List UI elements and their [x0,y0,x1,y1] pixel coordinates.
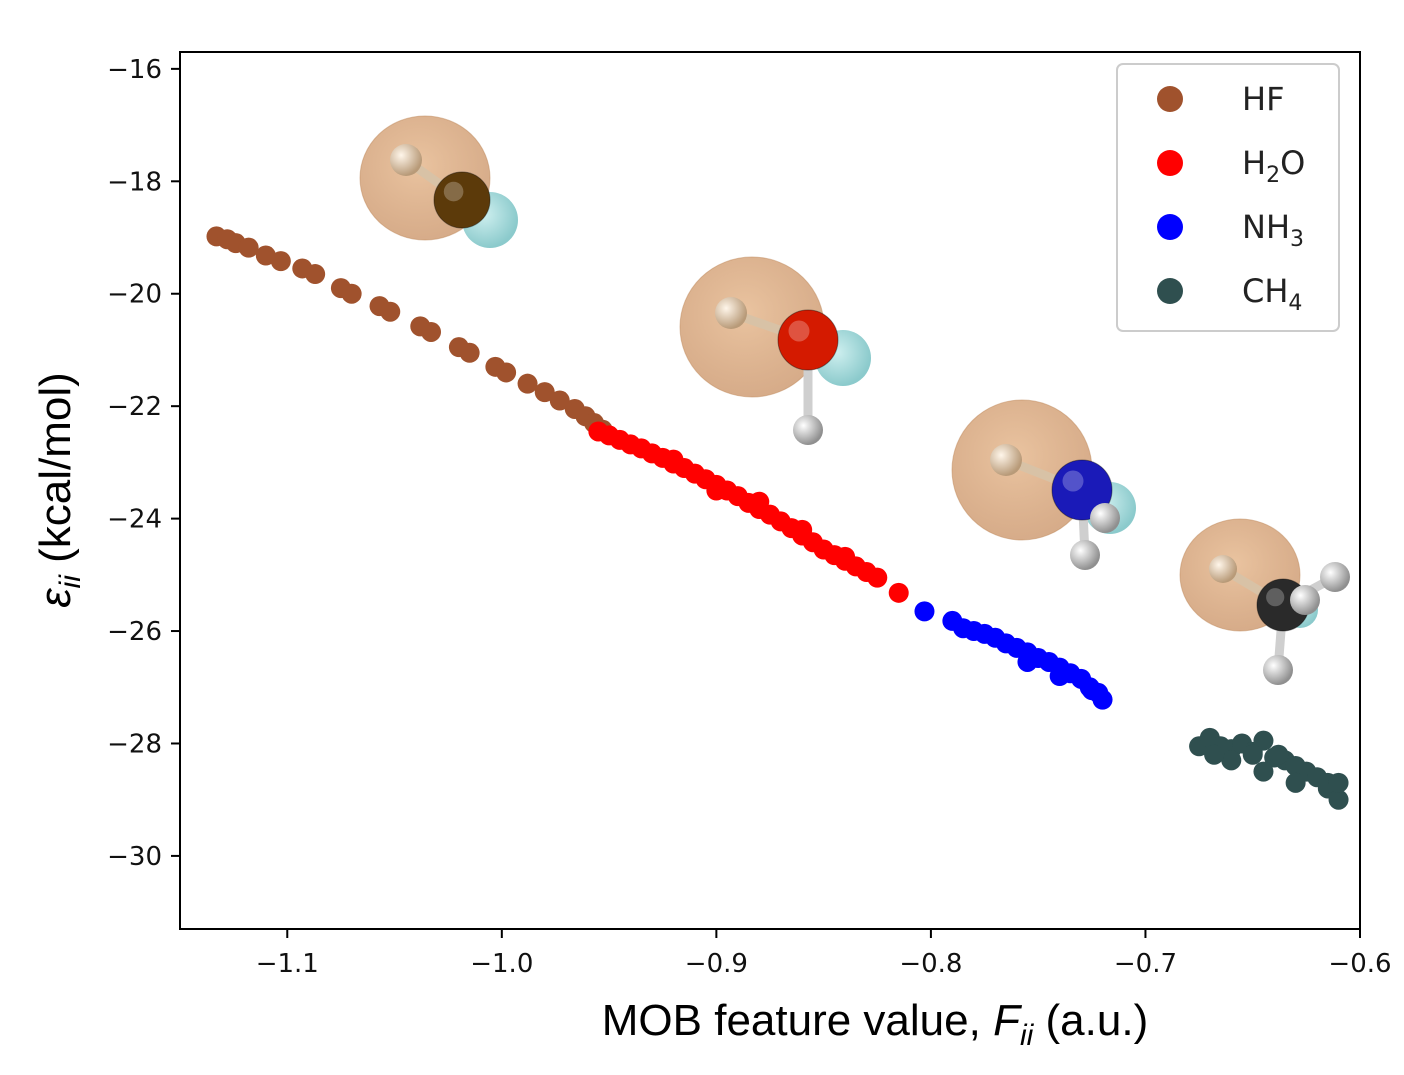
h2o-molecule-illustration [679,256,871,445]
legend-label: NH3 [1242,208,1304,252]
atom-highlight [788,320,810,342]
hydrogen-atom [793,415,823,445]
data-point [1242,744,1263,765]
data-point [663,449,684,470]
data-point [305,264,326,285]
y-tick-label: −20 [107,280,162,310]
legend-marker [1157,214,1183,240]
data-point [1285,772,1306,793]
series-ch4 [1189,727,1349,810]
x-tick-label: −1.1 [256,949,319,979]
hf-molecule-illustration [359,115,518,248]
atom-highlight [1062,470,1084,492]
hydrogen-atom [1209,555,1237,583]
hydrogen-atom [1263,655,1293,685]
data-point [749,491,770,512]
data-point [1253,761,1274,782]
data-point [1204,744,1225,765]
hydrogen-atom [1090,503,1120,533]
x-axis-ticks: −1.1 −1.0 −0.9 −0.8 −0.7 −0.6 [256,929,1392,979]
data-point [888,582,909,603]
legend-label: CH4 [1242,272,1302,316]
x-tick-label: −0.6 [1328,949,1391,979]
nh3-molecule-illustration [951,399,1136,570]
x-axis-title: MOB feature value, Fii (a.u.) [602,996,1148,1052]
data-point [255,245,276,266]
x-tick-label: −0.7 [1114,949,1177,979]
hydrogen-atom [1320,562,1350,592]
data-point [270,251,291,272]
data-point [706,480,727,501]
data-point [914,601,935,622]
data-point [1328,772,1349,793]
data-point [1081,680,1102,701]
data-points [206,226,1349,810]
x-tick-label: −0.9 [685,949,748,979]
x-tick-label: −0.8 [899,949,962,979]
legend-label: HF [1242,80,1284,118]
central-atom [1051,459,1113,521]
data-point [549,390,570,411]
y-tick-label: −26 [107,617,162,647]
data-point [1253,730,1274,751]
data-point [517,373,538,394]
data-point [238,237,259,258]
data-point [341,283,362,304]
molecule-insets [359,115,1350,685]
atom-highlight [1266,588,1285,607]
ch4-molecule-illustration [1179,518,1350,685]
data-point [459,342,480,363]
y-tick-label: −28 [107,729,162,759]
data-point [835,546,856,567]
central-atom [433,171,491,229]
legend-label: H2O [1242,144,1305,188]
data-point [792,519,813,540]
data-point [1017,651,1038,672]
y-tick-label: −22 [107,392,162,422]
data-point [380,301,401,322]
atom-highlight [443,181,464,202]
y-tick-label: −18 [107,167,162,197]
data-point [867,567,888,588]
y-tick-label: −16 [107,55,162,85]
legend: HF H2O NH3 CH4 [1116,63,1340,332]
x-tick-label: −1.0 [470,949,533,979]
data-point [1268,744,1289,765]
data-point [1221,750,1242,771]
data-point [1328,789,1349,810]
y-axis-title: εii (kcal/mol) [31,372,87,608]
data-point [534,382,555,403]
legend-marker [1157,86,1183,112]
data-point [1049,666,1070,687]
legend-marker [1157,150,1183,176]
data-point [421,321,442,342]
hydrogen-atom [990,444,1022,476]
hydrogen-atom [390,144,422,176]
central-atom [777,309,839,371]
series-nh3 [914,601,1113,710]
hydrogen-atom [1070,540,1100,570]
hydrogen-atom [715,297,747,329]
hydrogen-atom [1290,585,1320,615]
y-tick-label: −24 [107,505,162,535]
legend-box [1116,63,1340,332]
y-axis-ticks: −16 −18 −20 −22 −24 −26 −28 −30 [107,55,180,872]
y-tick-label: −30 [107,842,162,872]
data-point [496,362,517,383]
series-h2o [588,421,909,603]
legend-marker [1157,278,1183,304]
